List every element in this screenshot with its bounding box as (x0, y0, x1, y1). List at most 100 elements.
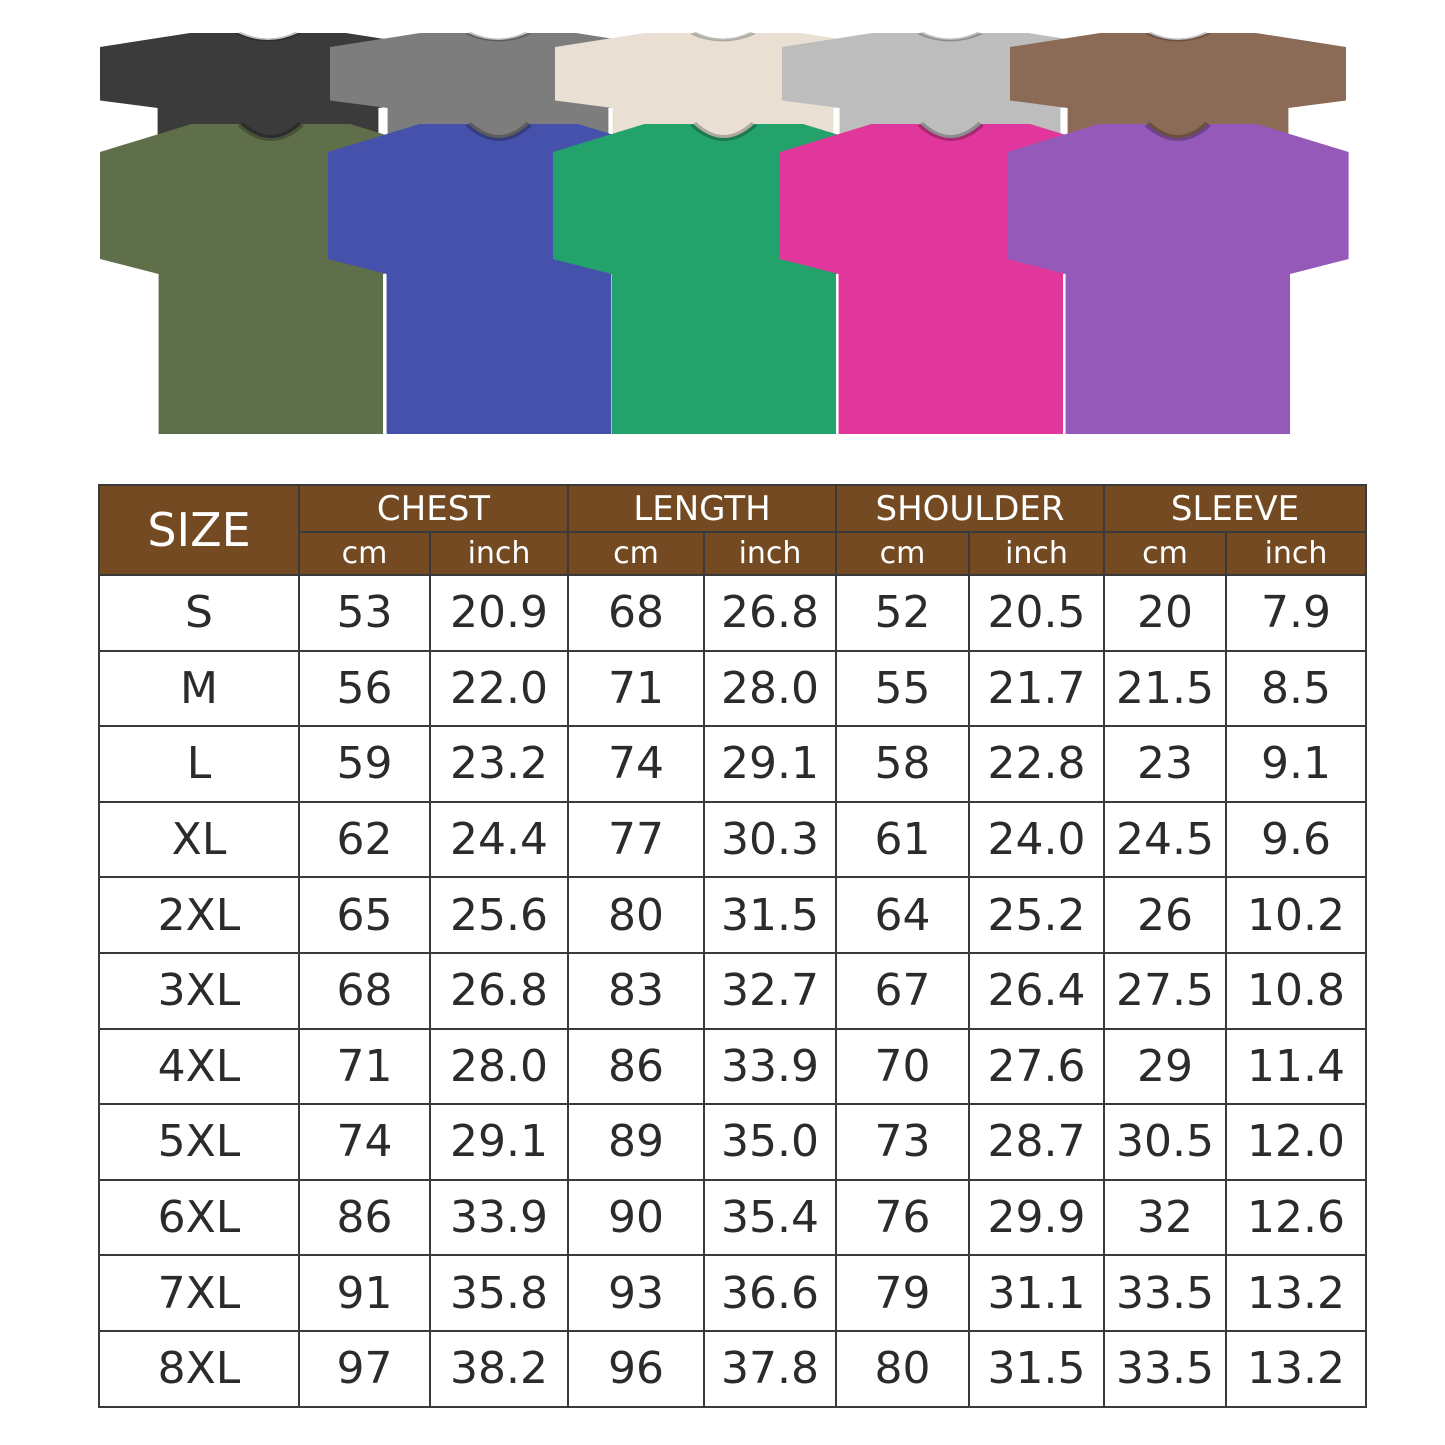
table-row: 8XL 97 38.2 96 37.8 80 31.5 33.5 13.2 (98, 1329, 1367, 1408)
table-cell: 36.6 (703, 1254, 837, 1332)
table-cell: 20.9 (429, 574, 569, 652)
unit-cm: cm (1103, 531, 1227, 576)
table-cell: 10.8 (1225, 951, 1367, 1030)
table-row: 6XL 86 33.9 90 35.4 76 29.9 32 12.6 (98, 1178, 1367, 1257)
table-row: 3XL 68 26.8 83 32.7 67 26.4 27.5 10.8 (98, 951, 1367, 1030)
table-cell: 10.2 (1225, 876, 1367, 954)
size-label: S (98, 574, 300, 652)
table-cell: 68 (298, 951, 431, 1030)
table-cell: 30.5 (1103, 1103, 1227, 1181)
table-row: 5XL 74 29.1 89 35.0 73 28.7 30.5 12.0 (98, 1103, 1367, 1181)
table-cell: 29.1 (429, 1103, 569, 1181)
table-cell: 55 (835, 649, 970, 728)
table-cell: 86 (298, 1178, 431, 1257)
table-row: 4XL 71 28.0 86 33.9 70 27.6 29 11.4 (98, 1027, 1367, 1106)
unit-inch: inch (429, 531, 569, 576)
table-cell: 62 (298, 800, 431, 879)
table-cell: 38.2 (429, 1329, 569, 1408)
unit-cm: cm (298, 531, 431, 576)
table-cell: 74 (298, 1103, 431, 1181)
table-cell: 56 (298, 649, 431, 728)
table-cell: 70 (835, 1027, 970, 1106)
table-cell: 29.9 (968, 1178, 1105, 1257)
table-cell: 71 (567, 649, 705, 728)
table-cell: 31.5 (968, 1329, 1105, 1408)
table-cell: 97 (298, 1329, 431, 1408)
table-cell: 64 (835, 876, 970, 954)
table-row: M 56 22.0 71 28.0 55 21.7 21.5 8.5 (98, 649, 1367, 728)
table-cell: 26 (1103, 876, 1227, 954)
table-cell: 33.9 (429, 1178, 569, 1257)
header-shoulder: SHOULDER (835, 484, 1105, 533)
table-cell: 93 (567, 1254, 705, 1332)
table-cell: 20.5 (968, 574, 1105, 652)
table-row: 7XL 91 35.8 93 36.6 79 31.1 33.5 13.2 (98, 1254, 1367, 1332)
table-cell: 80 (567, 876, 705, 954)
table-cell: 9.1 (1225, 725, 1367, 803)
table-cell: 71 (298, 1027, 431, 1106)
table-cell: 26.4 (968, 951, 1105, 1030)
table-cell: 26.8 (703, 574, 837, 652)
header-length: LENGTH (567, 484, 837, 533)
table-cell: 59 (298, 725, 431, 803)
table-cell: 61 (835, 800, 970, 879)
size-label: 4XL (98, 1027, 300, 1106)
size-label: XL (98, 800, 300, 879)
table-cell: 37.8 (703, 1329, 837, 1408)
size-label: 7XL (98, 1254, 300, 1332)
table-cell: 83 (567, 951, 705, 1030)
size-label: 8XL (98, 1329, 300, 1408)
size-label: M (98, 649, 300, 728)
unit-inch: inch (968, 531, 1105, 576)
table-cell: 28.7 (968, 1103, 1105, 1181)
table-cell: 28.0 (429, 1027, 569, 1106)
table-cell: 28.0 (703, 649, 837, 728)
table-cell: 9.6 (1225, 800, 1367, 879)
table-cell: 76 (835, 1178, 970, 1257)
table-cell: 24.4 (429, 800, 569, 879)
table-cell: 12.6 (1225, 1178, 1367, 1257)
table-cell: 31.5 (703, 876, 837, 954)
table-cell: 30.3 (703, 800, 837, 879)
header-group-row: SIZE CHEST LENGTH SHOULDER SLEEVE (98, 484, 1367, 576)
table-cell: 91 (298, 1254, 431, 1332)
unit-cm: cm (567, 531, 705, 576)
table-cell: 26.8 (429, 951, 569, 1030)
table-cell: 31.1 (968, 1254, 1105, 1332)
table-cell: 22.8 (968, 725, 1105, 803)
table-cell: 27.6 (968, 1027, 1105, 1106)
header-unit-row: cm inch cm inch cm inch cm inch (99, 531, 1367, 576)
table-cell: 80 (835, 1329, 970, 1408)
table-cell: 53 (298, 574, 431, 652)
table-cell: 77 (567, 800, 705, 879)
table-cell: 29.1 (703, 725, 837, 803)
table-cell: 13.2 (1225, 1254, 1367, 1332)
size-label: 5XL (98, 1103, 300, 1181)
table-cell: 22.0 (429, 649, 569, 728)
table-cell: 32.7 (703, 951, 837, 1030)
table-cell: 23.2 (429, 725, 569, 803)
table-cell: 89 (567, 1103, 705, 1181)
table-cell: 35.8 (429, 1254, 569, 1332)
table-cell: 32 (1103, 1178, 1227, 1257)
tshirt-front-5 (1007, 121, 1349, 434)
table-cell: 52 (835, 574, 970, 652)
table-cell: 33.9 (703, 1027, 837, 1106)
size-label: L (98, 725, 300, 803)
table-cell: 25.2 (968, 876, 1105, 954)
table-cell: 8.5 (1225, 649, 1367, 728)
table-cell: 24.0 (968, 800, 1105, 879)
unit-inch: inch (1225, 531, 1367, 576)
table-cell: 86 (567, 1027, 705, 1106)
size-chart-table: SIZE CHEST LENGTH SHOULDER SLEEVE cm inch cm i… (98, 484, 1367, 1408)
table-row: L 59 23.2 74 29.1 58 22.8 23 9.1 (98, 725, 1367, 803)
table-cell: 67 (835, 951, 970, 1030)
tshirt-color-variants (100, 31, 1349, 434)
table-cell: 20 (1103, 574, 1227, 652)
table-cell: 65 (298, 876, 431, 954)
unit-cm: cm (835, 531, 970, 576)
table-cell: 35.4 (703, 1178, 837, 1257)
header-sleeve: SLEEVE (1103, 484, 1367, 533)
table-cell: 33.5 (1103, 1329, 1227, 1408)
table-row: 2XL 65 25.6 80 31.5 64 25.2 26 10.2 (98, 876, 1367, 954)
